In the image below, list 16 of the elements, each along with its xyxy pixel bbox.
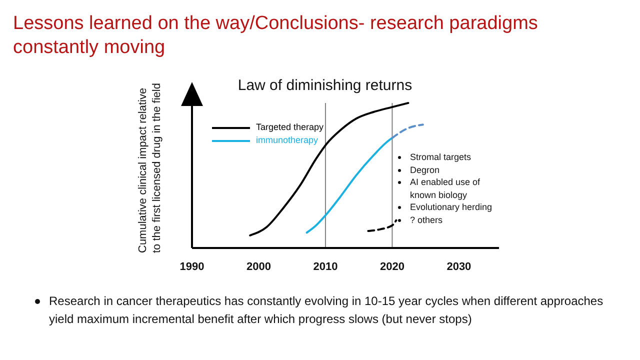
x-tick-label: 2030 [446,260,472,273]
x-tick-label: 2000 [246,260,271,273]
annotation: AI enabled use of known biology [410,176,482,201]
y-axis-title: Cumulative clinical impact relative to the first licensed drug in the field [136,82,164,253]
x-tick-label: 2020 [380,260,404,273]
annotation: ? others [410,214,443,226]
annotation: Degron [410,164,440,176]
chart-subtitle: Law of diminishing returns [236,77,414,94]
annotation: Stromal targets [410,151,472,164]
annotation: Evolutionary herding [410,201,492,214]
x-tick-label: 1990 [180,260,204,273]
legend-label: immunotherapy [256,134,318,147]
chart-title: Lessons learned on the way/Conclusions- research paradigms constantly moving [13,12,539,60]
legend-label: Targeted therapy [256,121,324,134]
text: Research in cancer therapeutics has constantly evolving in 10-15 year cycles when different approaches yield maximum incremental benefit after which progress slows (but never stops) [49,293,604,328]
x-tick-label: 2010 [313,260,338,273]
